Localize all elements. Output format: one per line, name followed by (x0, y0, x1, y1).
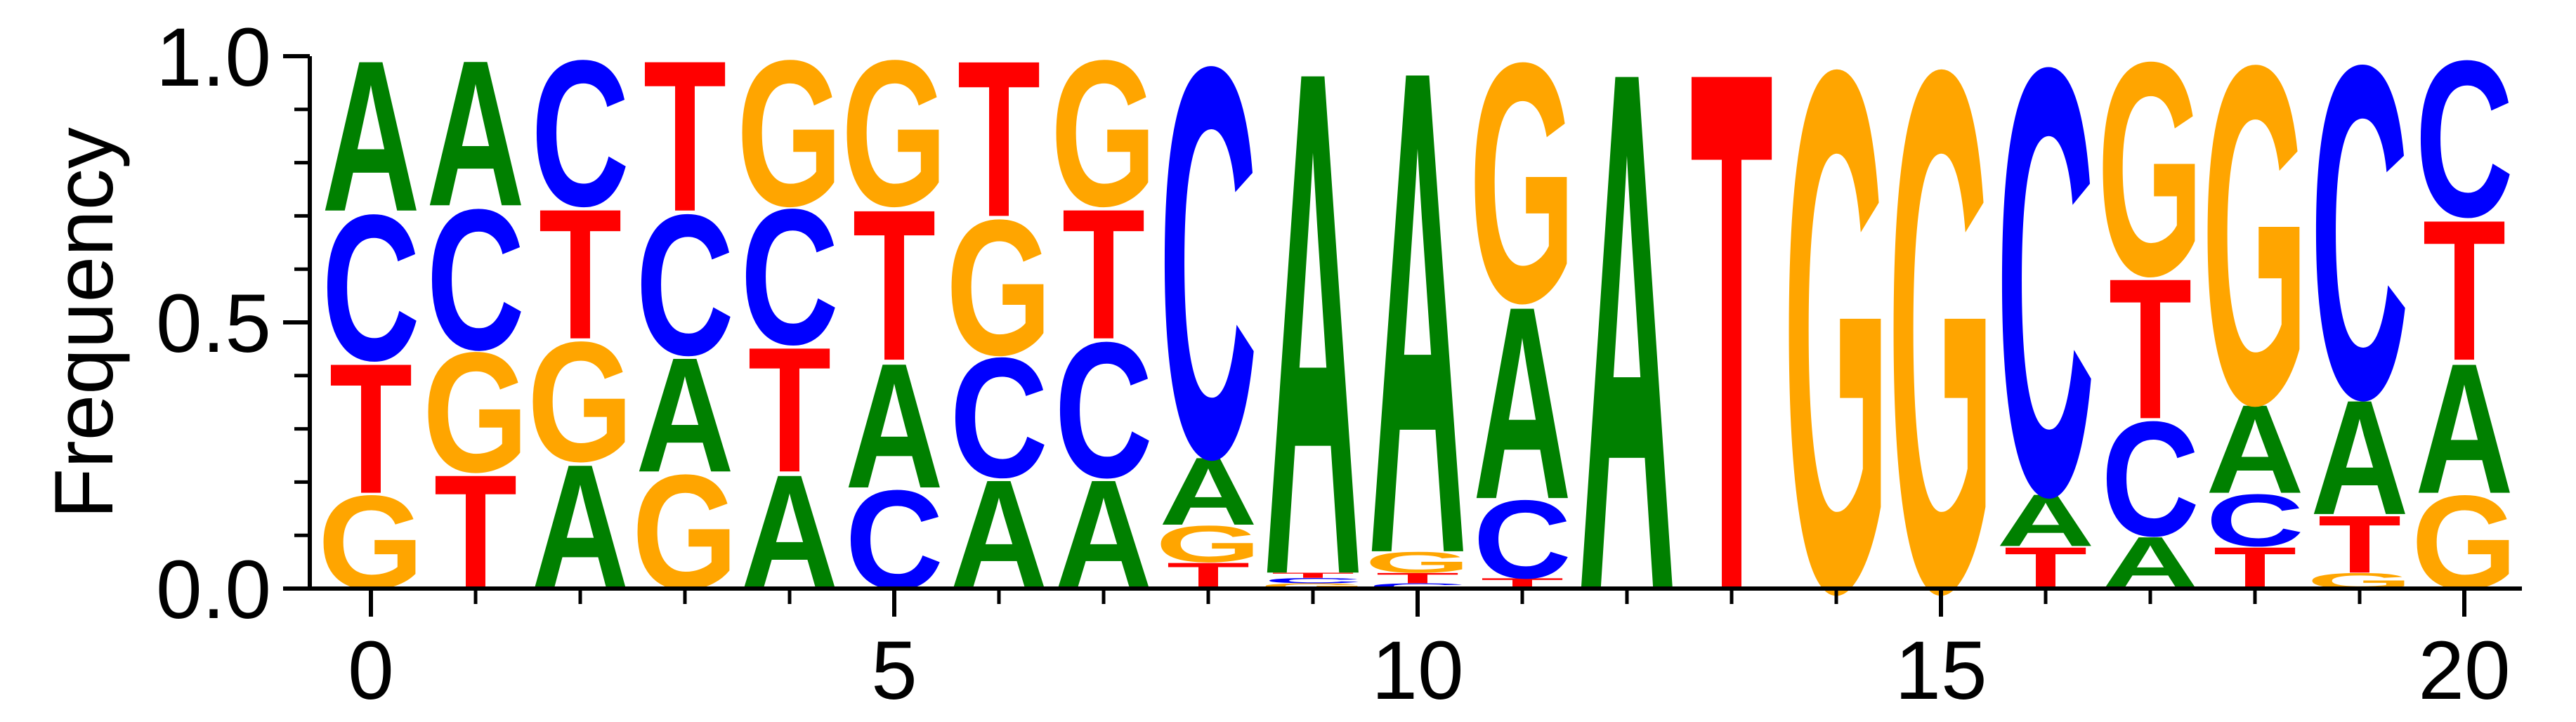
letter-A-pos-0: A (322, 17, 420, 257)
letter-C-pos-9: C (1264, 577, 1362, 585)
letter-T-pos-19: T (2318, 499, 2401, 590)
letter-G-pos-11: G (1470, 0, 1576, 374)
letter-C-pos-1: C (426, 167, 525, 391)
letter-T-pos-13: T (1690, 0, 1773, 722)
letter-C-pos-4: C (740, 169, 839, 386)
letter-G-pos-14: G (1784, 0, 1890, 722)
x-tick-label: 15 (1895, 624, 1987, 717)
letter-C-pos-2: C (531, 18, 629, 250)
letter-G-pos-18: G (2202, 0, 2308, 506)
letter-T-pos-2: T (539, 171, 622, 378)
letter-T-pos-10: T (1376, 570, 1459, 586)
letter-T-pos-0: T (329, 325, 412, 532)
letter-A-pos-9: A (1264, 0, 1362, 722)
letter-C-pos-6: C (950, 322, 1048, 513)
letter-C-pos-16: C (1996, 0, 2095, 623)
letter-A-pos-1: A (426, 18, 525, 250)
letter-T-pos-7: T (1062, 171, 1145, 378)
letter-A-pos-3: A (636, 324, 734, 506)
letter-C-pos-10: C (1368, 582, 1467, 591)
x-tick-label: 0 (348, 624, 394, 717)
letter-A-pos-20: A (2415, 325, 2513, 532)
letter-C-pos-8: C (1159, 0, 1257, 574)
letter-A-pos-8: A (1159, 438, 1257, 546)
y-tick-label: 0.0 (156, 544, 271, 636)
letter-G-pos-4: G (737, 18, 843, 250)
letter-G-pos-6: G (946, 180, 1052, 396)
letter-C-pos-11: C (1473, 477, 1571, 601)
y-tick-label: 0.5 (156, 277, 271, 370)
letter-A-pos-10: A (1368, 0, 1467, 698)
letter-G-pos-8: G (1156, 515, 1262, 573)
letter-A-pos-19: A (2310, 367, 2409, 549)
letter-A-pos-18: A (2206, 379, 2304, 520)
letter-A-pos-11: A (1473, 249, 1571, 556)
x-tick-label: 20 (2418, 624, 2510, 717)
x-tick-label: 10 (1371, 624, 1463, 717)
letter-T-pos-4: T (748, 310, 831, 509)
letter-T-pos-6: T (957, 14, 1040, 263)
letter-T-pos-5: T (853, 166, 936, 406)
letter-C-pos-18: C (2206, 480, 2304, 563)
letter-C-pos-20: C (2415, 14, 2513, 263)
letter-G-pos-7: G (1051, 18, 1157, 250)
x-tick-label: 5 (871, 624, 917, 717)
letter-T-pos-20: T (2423, 178, 2506, 402)
letter-C-pos-17: C (2101, 388, 2199, 570)
letter-G-pos-1: G (423, 317, 529, 508)
letter-G-pos-17: G (2098, 0, 2204, 340)
letter-C-pos-0: C (322, 172, 420, 405)
letter-A-pos-12: A (1578, 0, 1676, 722)
letter-G-pos-2: G (528, 306, 634, 497)
letter-A-pos-5: A (845, 326, 943, 525)
letter-C-pos-3: C (636, 173, 734, 397)
letter-G-pos-10: G (1365, 546, 1471, 579)
y-tick-label: 1.0 (156, 11, 271, 104)
letter-T-pos-9: T (1271, 571, 1354, 579)
letter-G-pos-9: G (1260, 582, 1366, 591)
letter-C-pos-19: C (2310, 0, 2409, 498)
axis-ticks: 0 5 10 15 20 0.0 0.5 1.0 (156, 11, 2511, 717)
letter-T-pos-3: T (643, 17, 726, 257)
letter-A-pos-16: A (1996, 480, 2095, 563)
letter-C-pos-7: C (1054, 302, 1153, 518)
y-axis-title: Frequency (38, 127, 131, 519)
letter-T-pos-17: T (2109, 237, 2192, 461)
letter-G-pos-5: G (842, 18, 948, 250)
